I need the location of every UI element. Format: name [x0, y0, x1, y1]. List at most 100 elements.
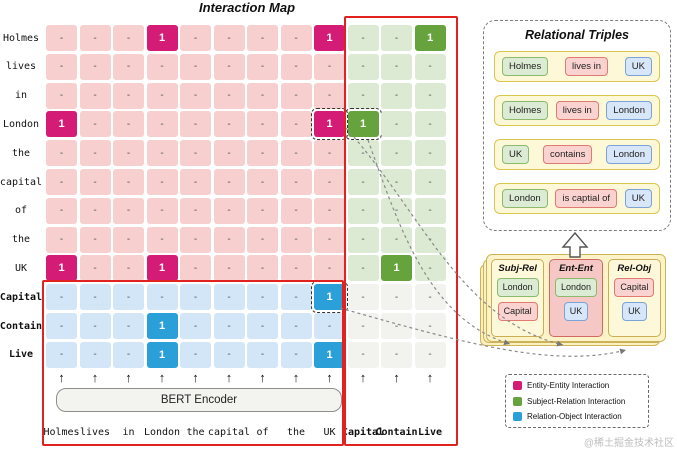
interaction-cell-active: 1: [414, 25, 446, 51]
interaction-cell: -: [247, 284, 278, 311]
legend-item: Entity-Entity Interaction: [513, 381, 641, 390]
input-token: Contain: [375, 427, 418, 438]
interaction-cell: -: [381, 226, 412, 253]
input-arrow-icon: ↑: [292, 370, 300, 385]
interaction-cell: -: [113, 255, 144, 282]
interaction-cell: -: [347, 197, 379, 224]
triple-relation: lives in: [555, 100, 599, 121]
interaction-cell: -: [414, 197, 446, 224]
interaction-cell: -: [381, 284, 412, 311]
interaction-cell: -: [46, 53, 77, 80]
input-arrow-icon: ↑: [225, 370, 233, 385]
interaction-cell: -: [314, 82, 345, 109]
triple-subject: Holmes: [502, 56, 549, 77]
interaction-cell: -: [314, 313, 345, 339]
interaction-cell: -: [113, 313, 144, 339]
interaction-cell: -: [247, 25, 278, 51]
card-title: Rel-Obj: [617, 263, 652, 274]
bert-encoder-label: BERT Encoder: [160, 394, 238, 406]
interaction-cell: -: [213, 255, 245, 282]
interaction-cell: -: [280, 140, 312, 167]
card-chip: London: [496, 278, 539, 297]
interaction-cell: -: [280, 313, 312, 339]
matrix-row-label: Capital: [0, 291, 43, 303]
legend-swatch-icon: [513, 381, 522, 390]
card-title: Ent-Ent: [559, 263, 593, 274]
triple-relation: is captial of: [555, 188, 618, 209]
matrix-row-label: Live: [8, 349, 34, 361]
interaction-cell: -: [46, 169, 77, 195]
interaction-cell-active: 1: [311, 281, 348, 314]
interaction-cell: -: [213, 169, 245, 195]
matrix-row-label: London: [2, 118, 40, 130]
interaction-cell-active: 1: [311, 108, 348, 141]
interaction-cell: -: [213, 313, 245, 339]
interaction-cell: -: [381, 341, 412, 368]
interaction-cell: -: [280, 169, 312, 195]
legend-label: Entity-Entity Interaction: [527, 381, 610, 390]
interaction-cell: -: [146, 140, 178, 167]
interaction-cell: -: [280, 341, 312, 368]
interaction-cell-active: 1: [146, 313, 178, 339]
interaction-cell: -: [79, 341, 111, 368]
card-chip: UK: [622, 301, 647, 321]
interaction-card: Rel-Obj Capital UK: [607, 259, 661, 337]
interaction-cell: -: [213, 226, 245, 253]
interaction-cell: -: [247, 313, 278, 339]
interaction-cell: -: [213, 284, 245, 311]
interaction-cell: -: [146, 111, 178, 138]
legend-swatch-icon: [513, 412, 522, 421]
triple-subject: Holmes: [502, 100, 549, 121]
interaction-cell: -: [213, 341, 245, 368]
interaction-cell: -: [381, 25, 412, 51]
input-token: London: [143, 427, 181, 438]
interaction-cell: -: [280, 25, 312, 51]
interaction-cell: -: [280, 53, 312, 80]
interaction-cell: -: [180, 255, 211, 282]
triple-relation: lives in: [564, 56, 609, 77]
matrix-row-label: UK: [14, 262, 28, 274]
interaction-cell: -: [46, 313, 77, 339]
interaction-cell: -: [247, 53, 278, 80]
interaction-cards-stack: Subj-Rel London Capital Ent-Ent London UK Rel-…: [480, 254, 670, 352]
input-arrow-icon: ↑: [192, 370, 199, 385]
input-arrow-icon: ↑: [359, 370, 367, 385]
relational-triples-title: Relational Triples: [525, 28, 629, 42]
triple-object: London: [606, 100, 652, 121]
interaction-cell: -: [113, 197, 144, 224]
interaction-cell: -: [347, 255, 379, 282]
interaction-cell: -: [146, 197, 178, 224]
interaction-cell: -: [180, 111, 211, 138]
interaction-cell: -: [247, 169, 278, 195]
interaction-cell: -: [79, 82, 111, 109]
interaction-cell: -: [180, 284, 211, 311]
bert-encoder-box: BERT Encoder: [56, 388, 342, 412]
interaction-cell: -: [414, 82, 446, 109]
input-token: of: [256, 427, 269, 438]
interaction-cell-active: 1: [146, 341, 178, 368]
interaction-cell: -: [79, 25, 111, 51]
card-chip: Capital: [614, 278, 655, 297]
figure-title: Interaction Map: [198, 0, 296, 15]
input-token: in: [122, 427, 135, 438]
interaction-cell: -: [414, 140, 446, 167]
interaction-cell: -: [79, 226, 111, 253]
interaction-cell: -: [247, 255, 278, 282]
interaction-cell: -: [381, 82, 412, 109]
interaction-cell: -: [347, 313, 379, 339]
input-token: Holmes: [43, 427, 80, 438]
interaction-cell: -: [247, 341, 278, 368]
input-arrow-icon: ↑: [393, 370, 400, 385]
interaction-cell-active: 1: [344, 108, 382, 141]
interaction-cell: -: [46, 140, 77, 167]
triples-list: Holmes lives in UK Holmes lives in London UK co…: [494, 51, 660, 214]
card-chip: Capital: [497, 301, 538, 321]
interaction-cell: -: [213, 111, 245, 138]
input-token: UK: [323, 427, 336, 438]
input-token: Capital: [341, 427, 385, 438]
interaction-cell: -: [180, 82, 211, 109]
interaction-cell: -: [113, 82, 144, 109]
interaction-cell: -: [347, 341, 379, 368]
legend-item: Relation-Object Interaction: [513, 412, 641, 421]
